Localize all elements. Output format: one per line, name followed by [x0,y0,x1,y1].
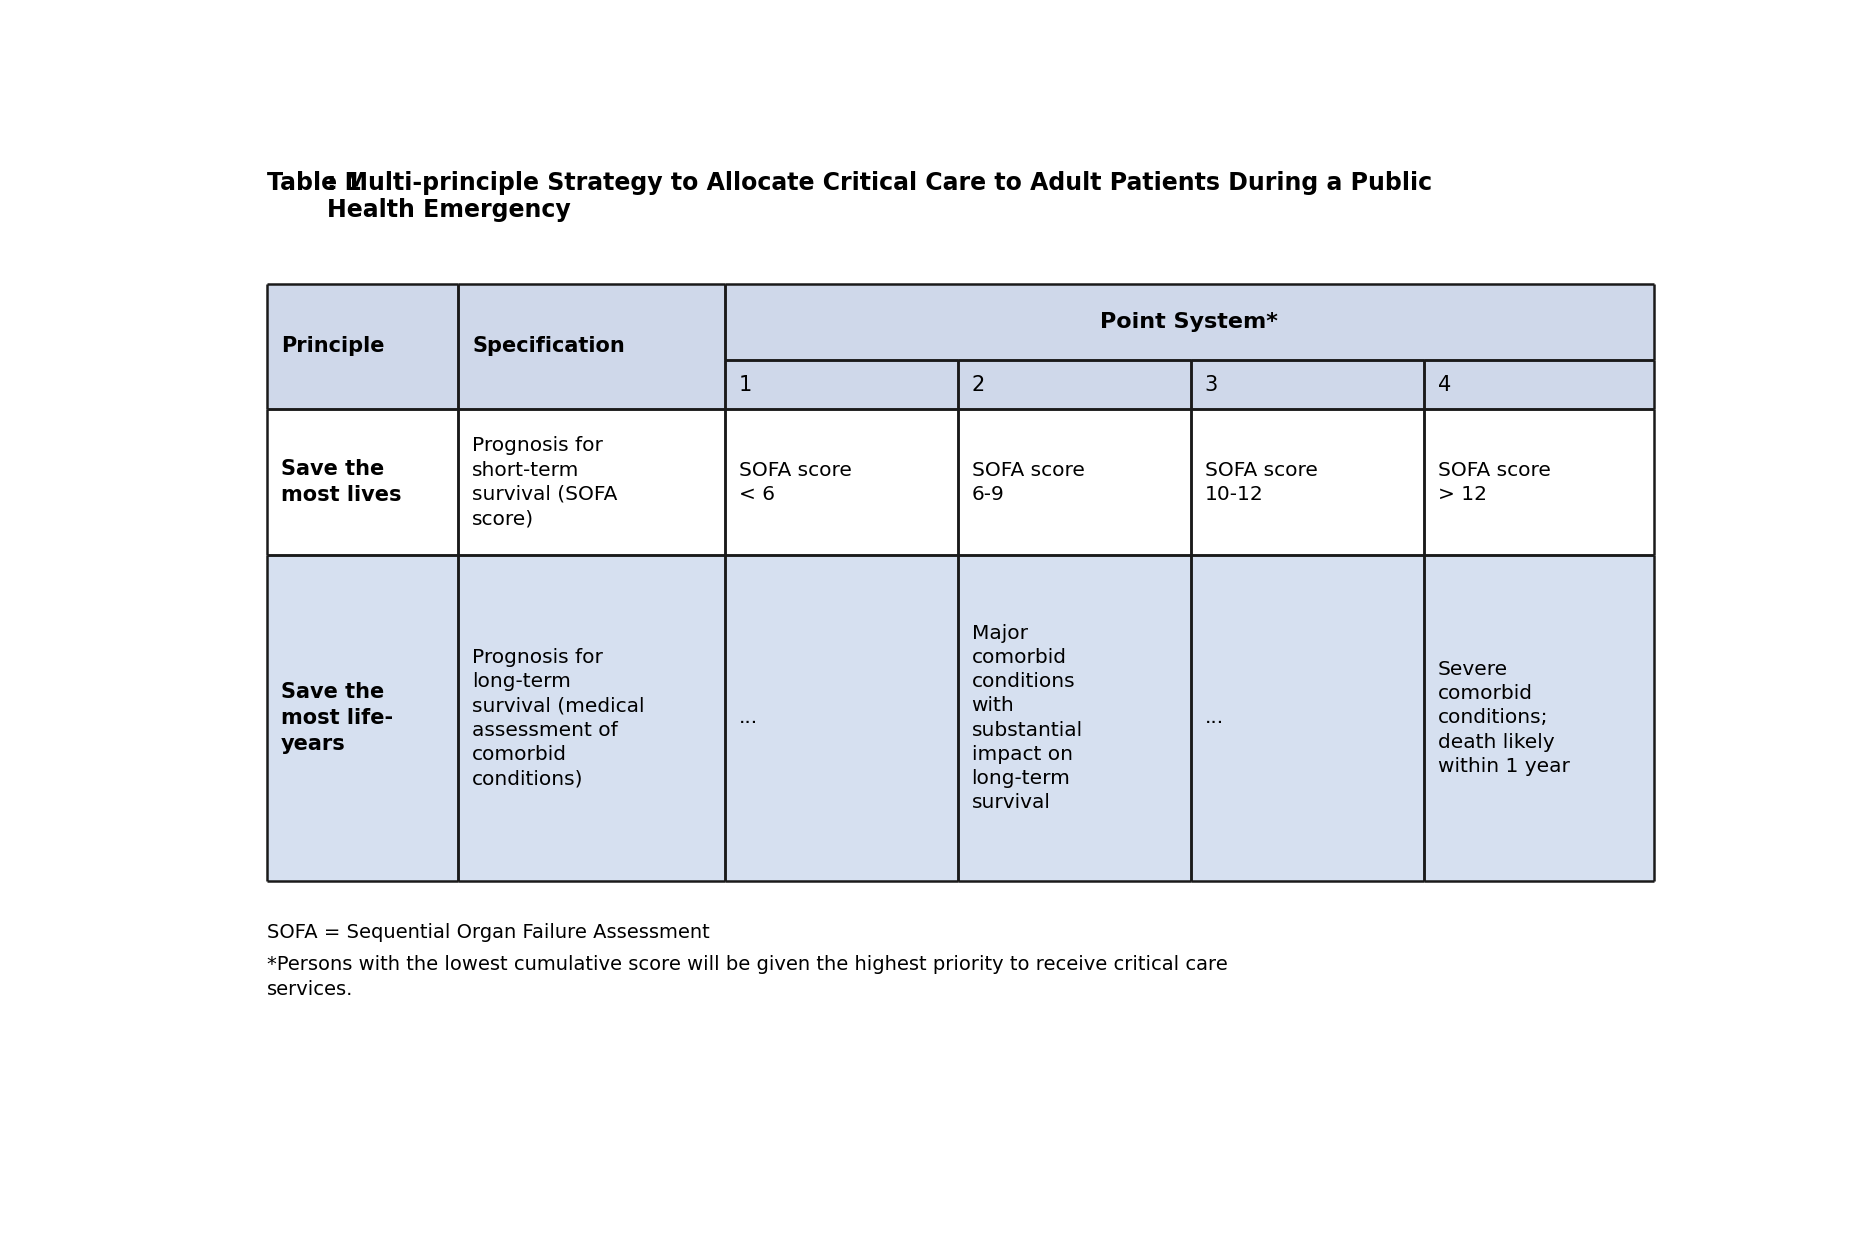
Text: ...: ... [1204,708,1223,728]
Bar [957,555,1189,881]
Text: Save the
most lives: Save the most lives [281,460,401,505]
Bar [266,409,459,555]
Text: Severe
comorbid
conditions;
death likely
within 1 year: Severe comorbid conditions; death likely… [1437,660,1570,776]
Text: : Multi-principle Strategy to Allocate Critical Care to Adult Patients During a : : Multi-principle Strategy to Allocate C… [328,170,1431,222]
Text: 1: 1 [738,375,751,395]
Text: 2: 2 [970,375,985,395]
Text: SOFA score
> 12: SOFA score > 12 [1437,461,1549,504]
Text: SOFA score
< 6: SOFA score < 6 [738,461,850,504]
Text: Point System*: Point System* [1099,312,1277,332]
Bar [1189,409,1423,555]
Text: 3: 3 [1204,375,1217,395]
Text: SOFA score
10-12: SOFA score 10-12 [1204,461,1317,504]
Text: 4: 4 [1437,375,1450,395]
Text: *Persons with the lowest cumulative score will be given the highest priority to : *Persons with the lowest cumulative scor… [266,955,1227,1000]
Text: Prognosis for
long-term
survival (medical
assessment of
comorbid
conditions): Prognosis for long-term survival (medica… [472,648,644,789]
Text: Specification: Specification [472,337,624,356]
Bar [1423,409,1654,555]
Text: Save the
most life-
years: Save the most life- years [281,682,393,754]
Bar [1189,360,1423,409]
Bar [957,409,1189,555]
Bar [1189,555,1423,881]
Text: Major
comorbid
conditions
with
substantial
impact on
long-term
survival: Major comorbid conditions with substanti… [970,623,1083,812]
Text: SOFA score
6-9: SOFA score 6-9 [970,461,1084,504]
Text: Principle: Principle [281,337,384,356]
Bar [459,555,725,881]
Bar [459,409,725,555]
Bar [725,409,957,555]
Text: Table 1: Table 1 [266,170,361,195]
Bar [725,283,1654,360]
Bar [266,283,459,409]
Bar [1423,555,1654,881]
Bar [1423,360,1654,409]
Bar [725,555,957,881]
Bar [266,555,459,881]
Text: ...: ... [738,708,757,728]
Bar [725,360,957,409]
Bar [459,283,725,409]
Bar [957,360,1189,409]
Text: SOFA = Sequential Organ Failure Assessment: SOFA = Sequential Organ Failure Assessme… [266,923,710,941]
Text: Prognosis for
short-term
survival (SOFA
score): Prognosis for short-term survival (SOFA … [472,436,618,528]
